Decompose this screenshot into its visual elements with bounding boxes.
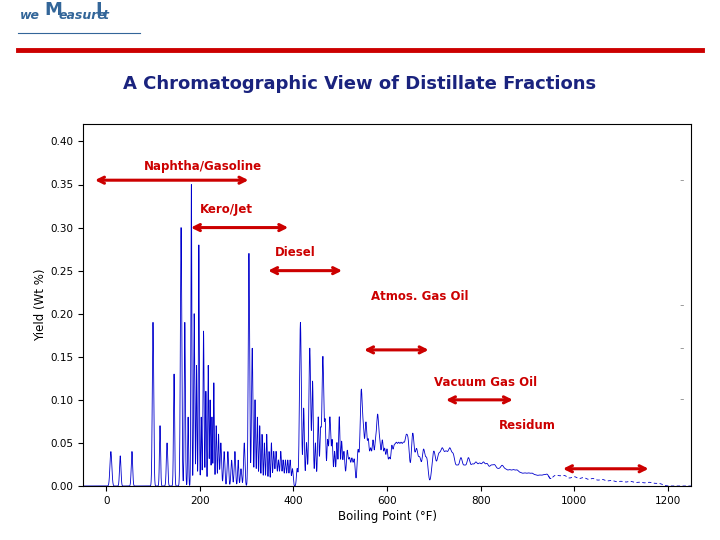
Text: M: M [45, 1, 63, 19]
Text: Kero/Jet: Kero/Jet [200, 204, 253, 217]
Text: Atmos. Gas Oil: Atmos. Gas Oil [371, 289, 468, 302]
Y-axis label: Yield (Wt %): Yield (Wt %) [34, 269, 48, 341]
Text: -: - [680, 174, 684, 187]
Text: easure: easure [59, 9, 107, 22]
Text: -: - [680, 342, 684, 355]
Text: -: - [680, 299, 684, 312]
Text: Diesel: Diesel [275, 246, 315, 259]
Text: I: I [96, 1, 102, 19]
Text: Residum: Residum [500, 418, 556, 432]
Text: Naphtha/Gasoline: Naphtha/Gasoline [143, 160, 262, 173]
Text: we: we [20, 9, 40, 22]
Text: -: - [680, 393, 684, 407]
Text: Vacuum Gas Oil: Vacuum Gas Oil [433, 376, 537, 389]
Text: t: t [103, 9, 109, 22]
Text: A Chromatographic View of Distillate Fractions: A Chromatographic View of Distillate Fra… [123, 75, 597, 93]
X-axis label: Boiling Point (°F): Boiling Point (°F) [338, 510, 436, 523]
